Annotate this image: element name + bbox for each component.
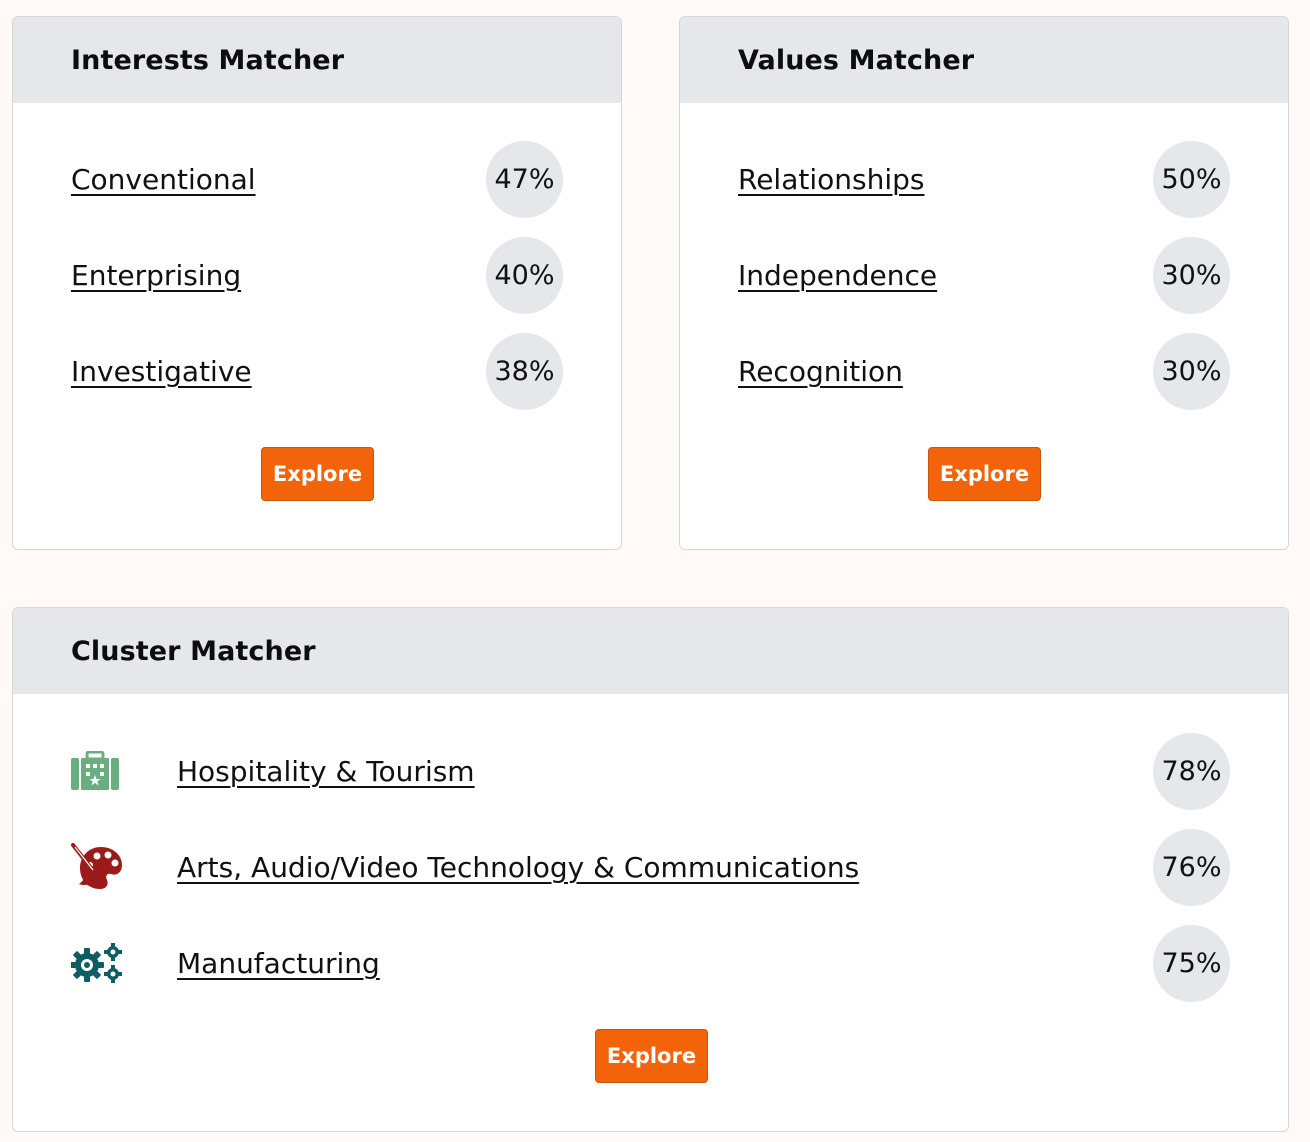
list-item: Recognition 30%	[738, 332, 1230, 410]
cluster-link-hospitality-tourism[interactable]: Hospitality & Tourism	[177, 754, 475, 788]
cluster-link-manufacturing[interactable]: Manufacturing	[177, 946, 380, 980]
percent-badge: 75%	[1153, 924, 1230, 1002]
value-link-relationships[interactable]: Relationships	[738, 162, 925, 196]
values-matcher-header: Values Matcher	[680, 17, 1288, 103]
interest-link-investigative[interactable]: Investigative	[71, 354, 252, 388]
list-item: Manufacturing 75%	[71, 924, 1230, 1002]
interest-link-enterprising[interactable]: Enterprising	[71, 258, 242, 292]
percent-badge: 30%	[1153, 332, 1230, 410]
cluster-matcher-header: Cluster Matcher	[13, 608, 1288, 694]
list-item: Arts, Audio/Video Technology & Communica…	[71, 828, 1230, 906]
list-item: Enterprising 40%	[71, 236, 563, 314]
luggage-icon	[71, 747, 127, 795]
percent-badge: 50%	[1153, 140, 1230, 218]
percent-badge: 40%	[486, 236, 563, 314]
value-link-recognition[interactable]: Recognition	[738, 354, 903, 388]
interests-matcher-title: Interests Matcher	[71, 44, 345, 76]
cluster-explore-button[interactable]: Explore	[595, 1029, 708, 1083]
list-item: Hospitality & Tourism 78%	[71, 732, 1230, 810]
value-link-independence[interactable]: Independence	[738, 258, 938, 292]
cluster-matcher-title: Cluster Matcher	[71, 635, 316, 667]
percent-badge: 47%	[486, 140, 563, 218]
values-explore-button[interactable]: Explore	[928, 447, 1041, 501]
list-item: Independence 30%	[738, 236, 1230, 314]
list-item: Investigative 38%	[71, 332, 563, 410]
cluster-matcher-card: Cluster Matcher Hospitality & Tourism	[12, 607, 1289, 1132]
cluster-link-arts-av-communications[interactable]: Arts, Audio/Video Technology & Communica…	[177, 850, 860, 884]
interests-matcher-header: Interests Matcher	[13, 17, 621, 103]
list-item: Conventional 47%	[71, 140, 563, 218]
percent-badge: 38%	[486, 332, 563, 410]
percent-badge: 30%	[1153, 236, 1230, 314]
values-matcher-title: Values Matcher	[738, 44, 975, 76]
palette-brush-icon	[71, 843, 127, 891]
percent-badge: 78%	[1153, 732, 1230, 810]
interests-explore-button[interactable]: Explore	[261, 447, 374, 501]
list-item: Relationships 50%	[738, 140, 1230, 218]
values-matcher-card: Values Matcher Relationships 50% Indepen…	[679, 16, 1289, 550]
gears-icon	[71, 939, 127, 987]
percent-badge: 76%	[1153, 828, 1230, 906]
interest-link-conventional[interactable]: Conventional	[71, 162, 256, 196]
interests-matcher-card: Interests Matcher Conventional 47% Enter…	[12, 16, 622, 550]
